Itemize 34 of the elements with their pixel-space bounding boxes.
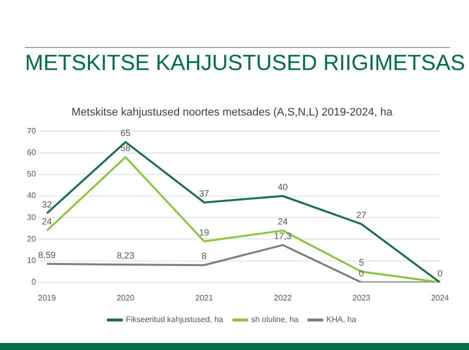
data-label: 8,23: [116, 250, 134, 261]
y-tick-label: 60: [26, 148, 36, 158]
x-tick-label: 2021: [195, 293, 214, 302]
data-label: 65: [120, 128, 131, 138]
y-tick-label: 0: [31, 278, 36, 287]
x-tick-label: 2019: [38, 293, 56, 302]
y-tick-label: 40: [26, 191, 36, 200]
x-tick-label: 2024: [431, 293, 450, 302]
data-label: 37: [199, 188, 210, 198]
y-tick-label: 10: [26, 256, 36, 266]
data-label: 24: [278, 216, 288, 227]
data-label: 5: [358, 258, 364, 268]
legend-label: sh oluline, ha: [251, 315, 299, 324]
data-label: 8: [202, 251, 207, 262]
y-tick-label: 70: [26, 126, 36, 136]
data-label: 40: [278, 182, 288, 192]
chart-title: METSKITSE KAHJUSTUSED RIIGIMETSAS: [25, 50, 466, 76]
data-label: 0: [437, 268, 443, 278]
chart-subtitle: Metskitse kahjustused noortes metsades (A,S,N,L) 2019-2024, ha: [71, 106, 394, 119]
y-tick-label: 50: [26, 170, 36, 179]
x-tick-label: 2023: [352, 293, 371, 302]
y-tick-label: 20: [26, 234, 36, 244]
data-label: 24: [42, 216, 52, 227]
x-tick-label: 2022: [274, 293, 292, 302]
legend-label: Fikseeritud kahjustused, ha: [126, 315, 224, 324]
data-label: 32: [42, 199, 52, 210]
data-label: 58: [120, 143, 131, 154]
y-tick-label: 30: [26, 212, 36, 222]
data-label: 17,3: [274, 231, 292, 242]
data-label: 8,59: [38, 250, 56, 260]
x-tick-label: 2020: [116, 293, 135, 302]
legend-label: KHA, ha: [326, 315, 357, 324]
data-label: 27: [356, 210, 366, 220]
data-label: 19: [199, 227, 210, 238]
